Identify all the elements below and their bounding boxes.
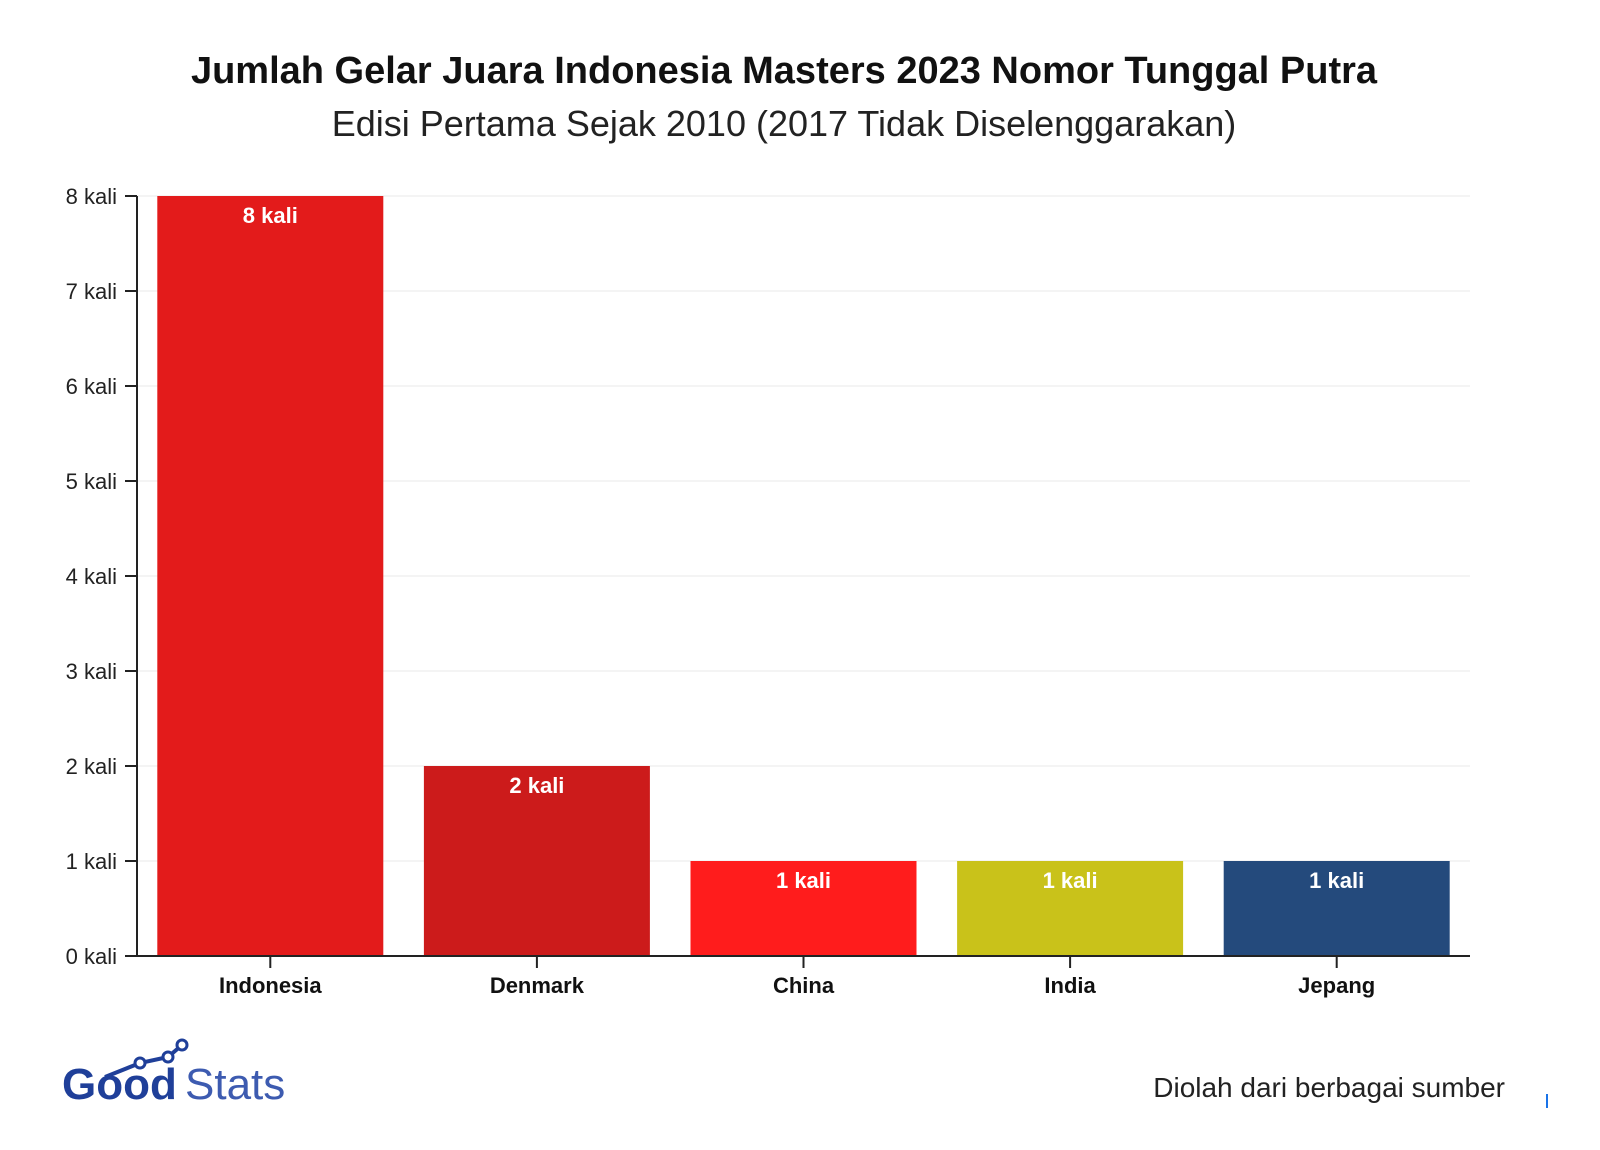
y-tick-label: 4 kali [66, 564, 117, 589]
bar [423, 766, 650, 956]
y-tick-label: 5 kali [66, 469, 117, 494]
cursor-mark [1546, 1094, 1548, 1108]
source-note: Diolah dari berbagai sumber [1153, 1072, 1505, 1103]
x-tick-label: India [1044, 973, 1096, 998]
x-tick-label: Indonesia [219, 973, 322, 998]
data-label: 1 kali [776, 868, 831, 893]
x-tick-label: Jepang [1298, 973, 1375, 998]
data-label: 1 kali [1309, 868, 1364, 893]
chart-subtitle: Edisi Pertama Sejak 2010 (2017 Tidak Dis… [331, 103, 1237, 144]
svg-text:Good: Good [62, 1060, 177, 1105]
data-label: 8 kali [243, 203, 298, 228]
svg-text:Stats: Stats [185, 1060, 285, 1105]
goodstats-logo: Good Stats [60, 1035, 300, 1110]
x-tick-label: China [773, 973, 835, 998]
bar [1223, 861, 1450, 956]
data-label: 1 kali [1043, 868, 1098, 893]
chart-title: Jumlah Gelar Juara Indonesia Masters 202… [190, 50, 1378, 92]
x-tick-label: Denmark [490, 973, 585, 998]
y-tick-label: 6 kali [66, 374, 117, 399]
y-tick-label: 7 kali [66, 279, 117, 304]
y-tick-label: 1 kali [66, 849, 117, 874]
y-tick-label: 3 kali [66, 659, 117, 684]
y-tick-label: 0 kali [66, 944, 117, 969]
bar [957, 861, 1184, 956]
y-tick-label: 2 kali [66, 754, 117, 779]
data-label: 2 kali [509, 773, 564, 798]
bar [690, 861, 917, 956]
y-tick-label: 8 kali [66, 184, 117, 209]
bar [157, 196, 384, 956]
